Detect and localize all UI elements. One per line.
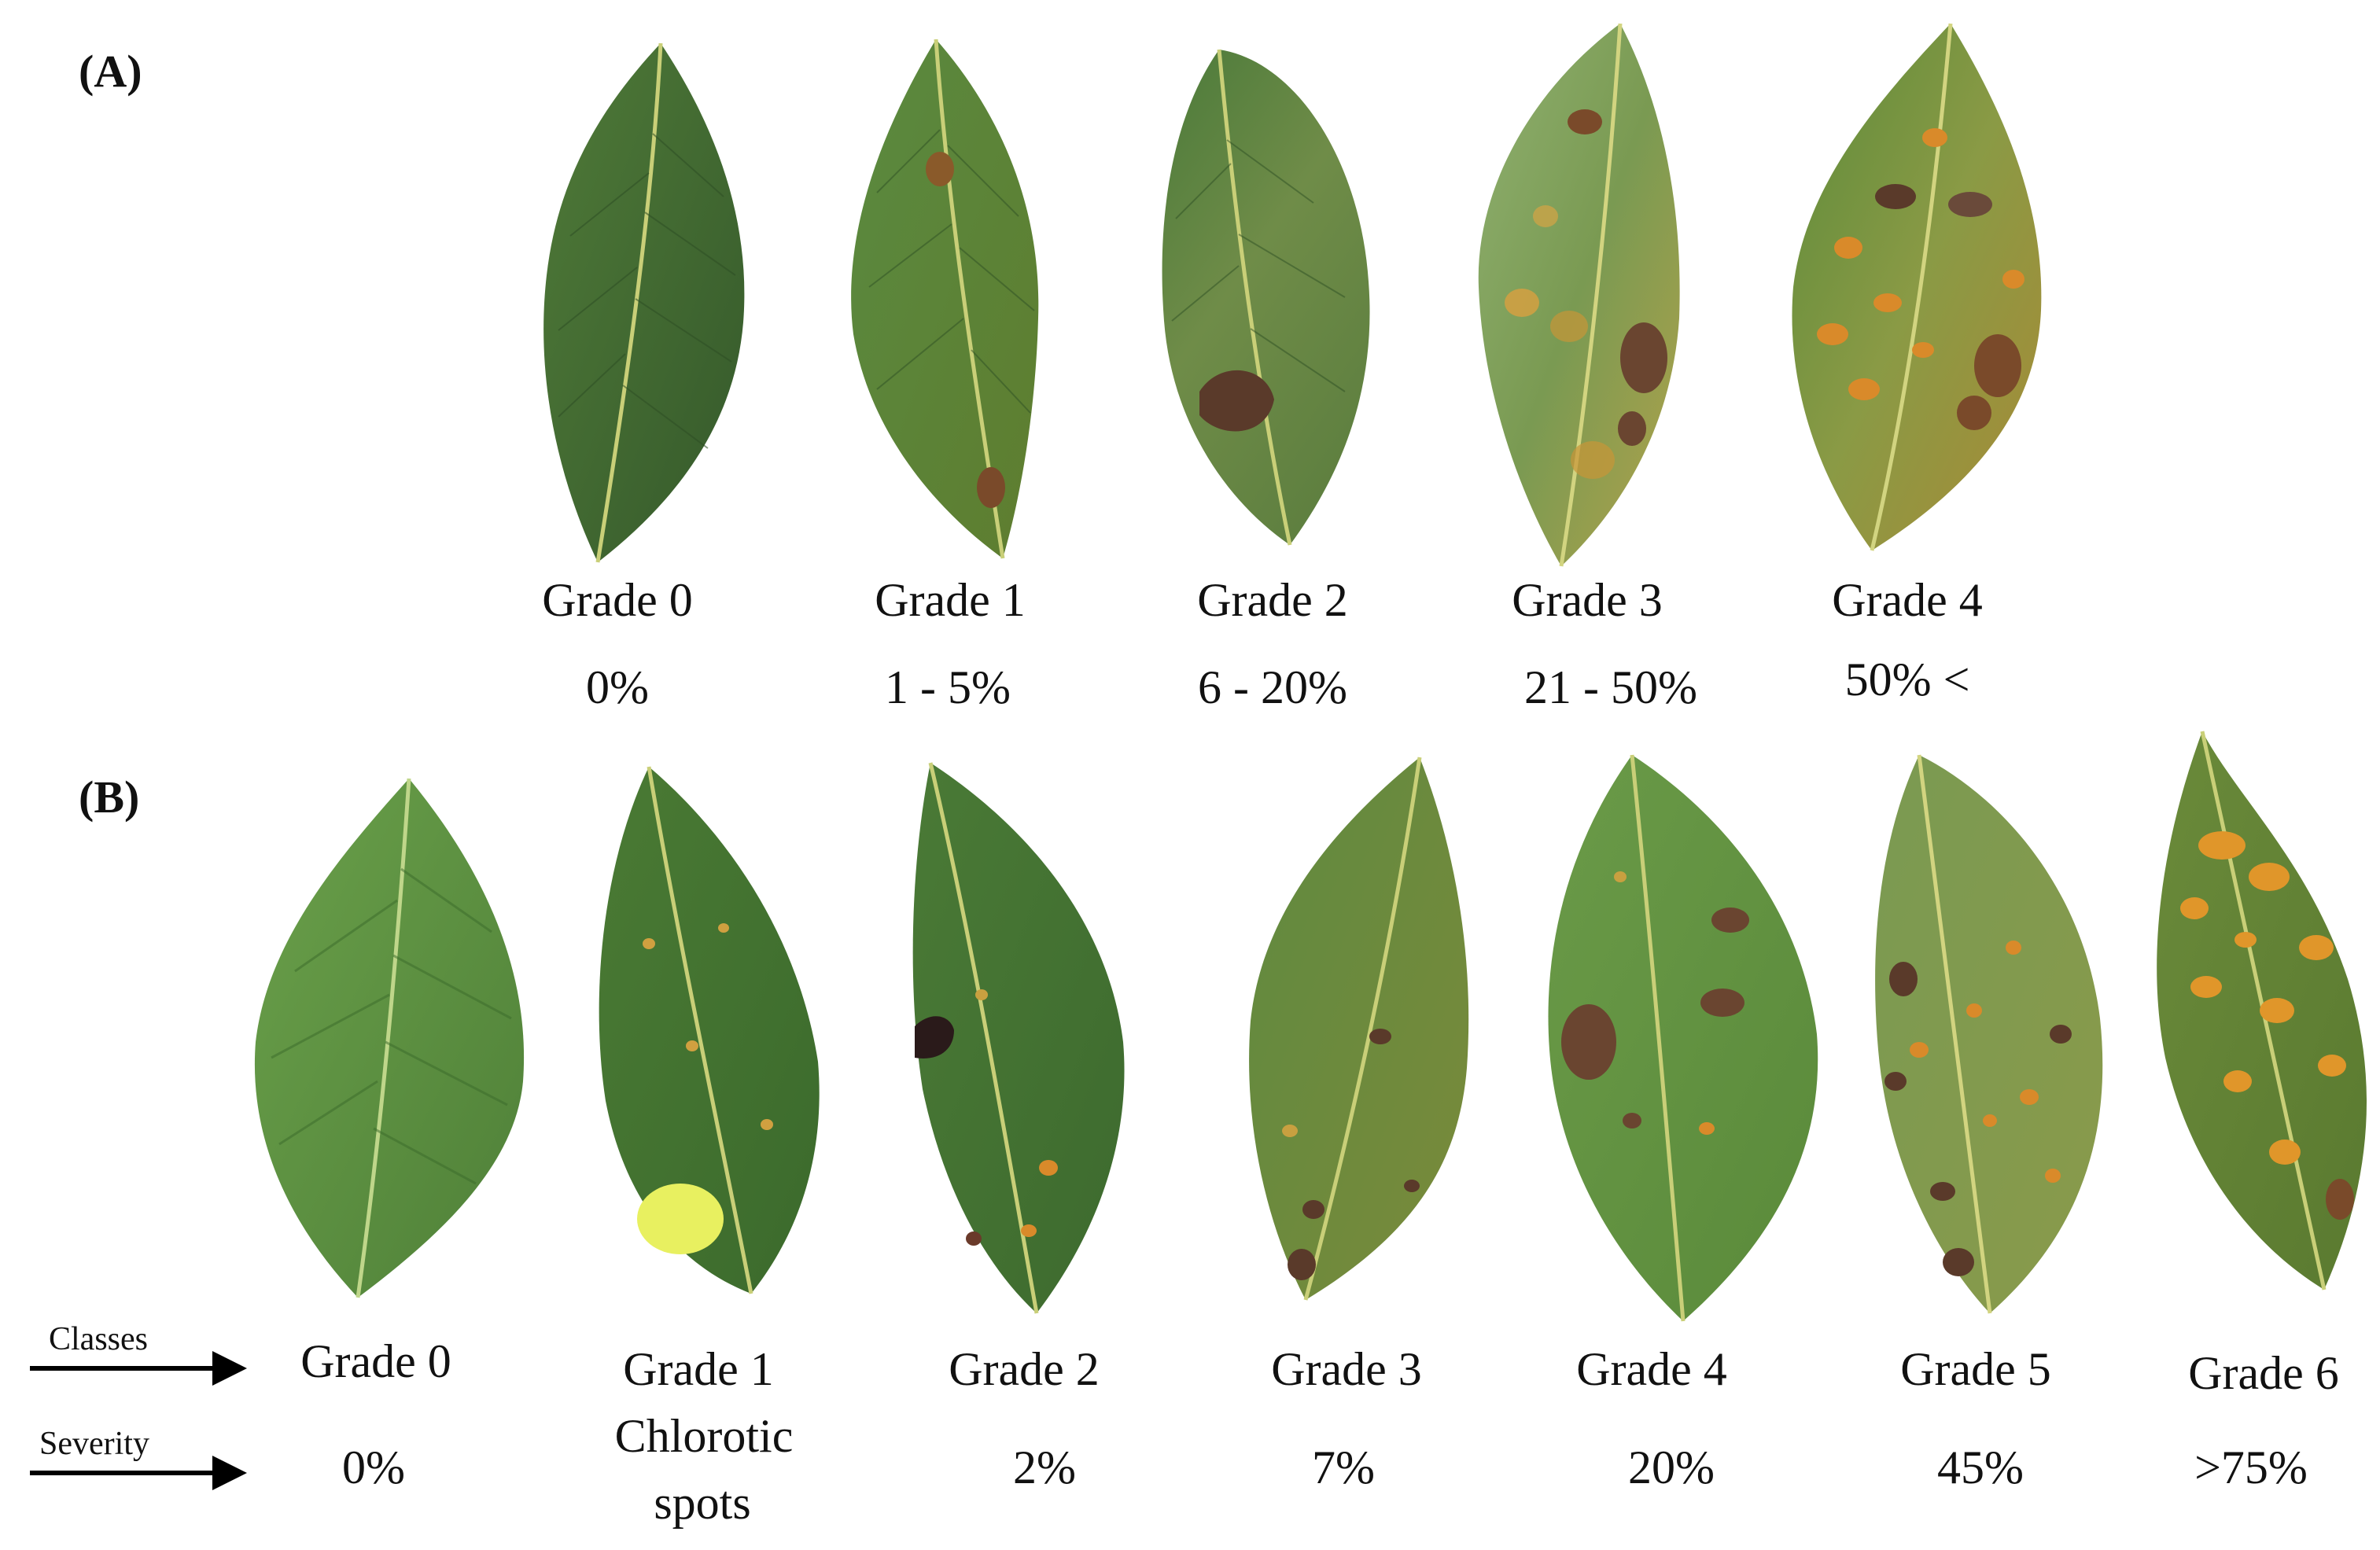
panel-b-grade-3-label: Grade 3 [1271, 1343, 1422, 1395]
panel-b-grade-5-severity: 45% [1937, 1441, 2024, 1493]
panel-b-grade-3-severity: 7% [1312, 1441, 1375, 1493]
leaf-b-grade-3-image [1249, 757, 1469, 1301]
panel-a-grade-0-label: Grade 0 [542, 574, 693, 626]
leaf-a-grade-1-image [851, 39, 1039, 559]
leaf-a-grade-2-image [1162, 49, 1370, 546]
panel-a-grade-4-severity: 50% < [1844, 654, 1970, 705]
panel-a-label: (A) [79, 46, 142, 97]
panel-a-grade-2-severity: 6 - 20% [1198, 661, 1347, 713]
panel-b-grade-4-severity: 20% [1628, 1441, 1715, 1493]
severity-arrow-head [212, 1456, 247, 1490]
leaf-b-grade-6-image [2157, 731, 2367, 1290]
panel-b-grade-4-label: Grade 4 [1576, 1343, 1727, 1395]
panel-a-grade-2-label: Grade 2 [1197, 574, 1348, 626]
panel-b-grade-6-severity: >75% [2194, 1441, 2308, 1493]
panel-b-grade-0-label: Grade 0 [300, 1335, 451, 1387]
classes-arrow-head [212, 1351, 247, 1386]
severity-arrow-line [30, 1471, 219, 1475]
panel-b-grade-0-severity: 0% [342, 1441, 405, 1493]
panel-a-grade-0-severity: 0% [586, 661, 649, 713]
leaf-b-grade-4-image [1548, 754, 1818, 1322]
leaf-a-grade-3-image [1478, 23, 1680, 567]
leaf-b-grade-5-image [1875, 754, 2103, 1314]
leaf-a-grade-0-image [543, 42, 745, 563]
panel-a-grade-1-label: Grade 1 [875, 574, 1026, 626]
panel-b-grade-2-severity: 2% [1013, 1441, 1076, 1493]
leaf-b-grade-0-image [254, 778, 525, 1298]
panel-a-grade-3-severity: 21 - 50% [1524, 661, 1697, 713]
panel-a-grade-1-severity: 1 - 5% [885, 661, 1011, 713]
panel-a-grade-3-label: Grade 3 [1512, 574, 1663, 626]
leaf-a-grade-4-image [1792, 23, 2042, 551]
panel-b-grade-6-label: Grade 6 [2188, 1347, 2339, 1399]
panel-b-label: (B) [79, 771, 140, 823]
panel-a-grade-4-label: Grade 4 [1832, 574, 1983, 626]
panel-b-grade-1-note: Chlorotic [614, 1410, 794, 1462]
panel-b-grade-1-label: Grade 1 [623, 1343, 774, 1395]
classes-axis-label: Classes [49, 1321, 148, 1357]
panel-b-grade-1-severity: spots [654, 1477, 751, 1529]
leaf-b-grade-1-image [599, 766, 820, 1294]
panel-b-grade-2-label: Grade 2 [949, 1343, 1100, 1395]
classes-arrow-line [30, 1366, 219, 1371]
leaf-b-grade-2-image [912, 762, 1125, 1314]
panel-b-grade-5-label: Grade 5 [1900, 1343, 2051, 1395]
severity-axis-label: Severity [39, 1426, 149, 1462]
